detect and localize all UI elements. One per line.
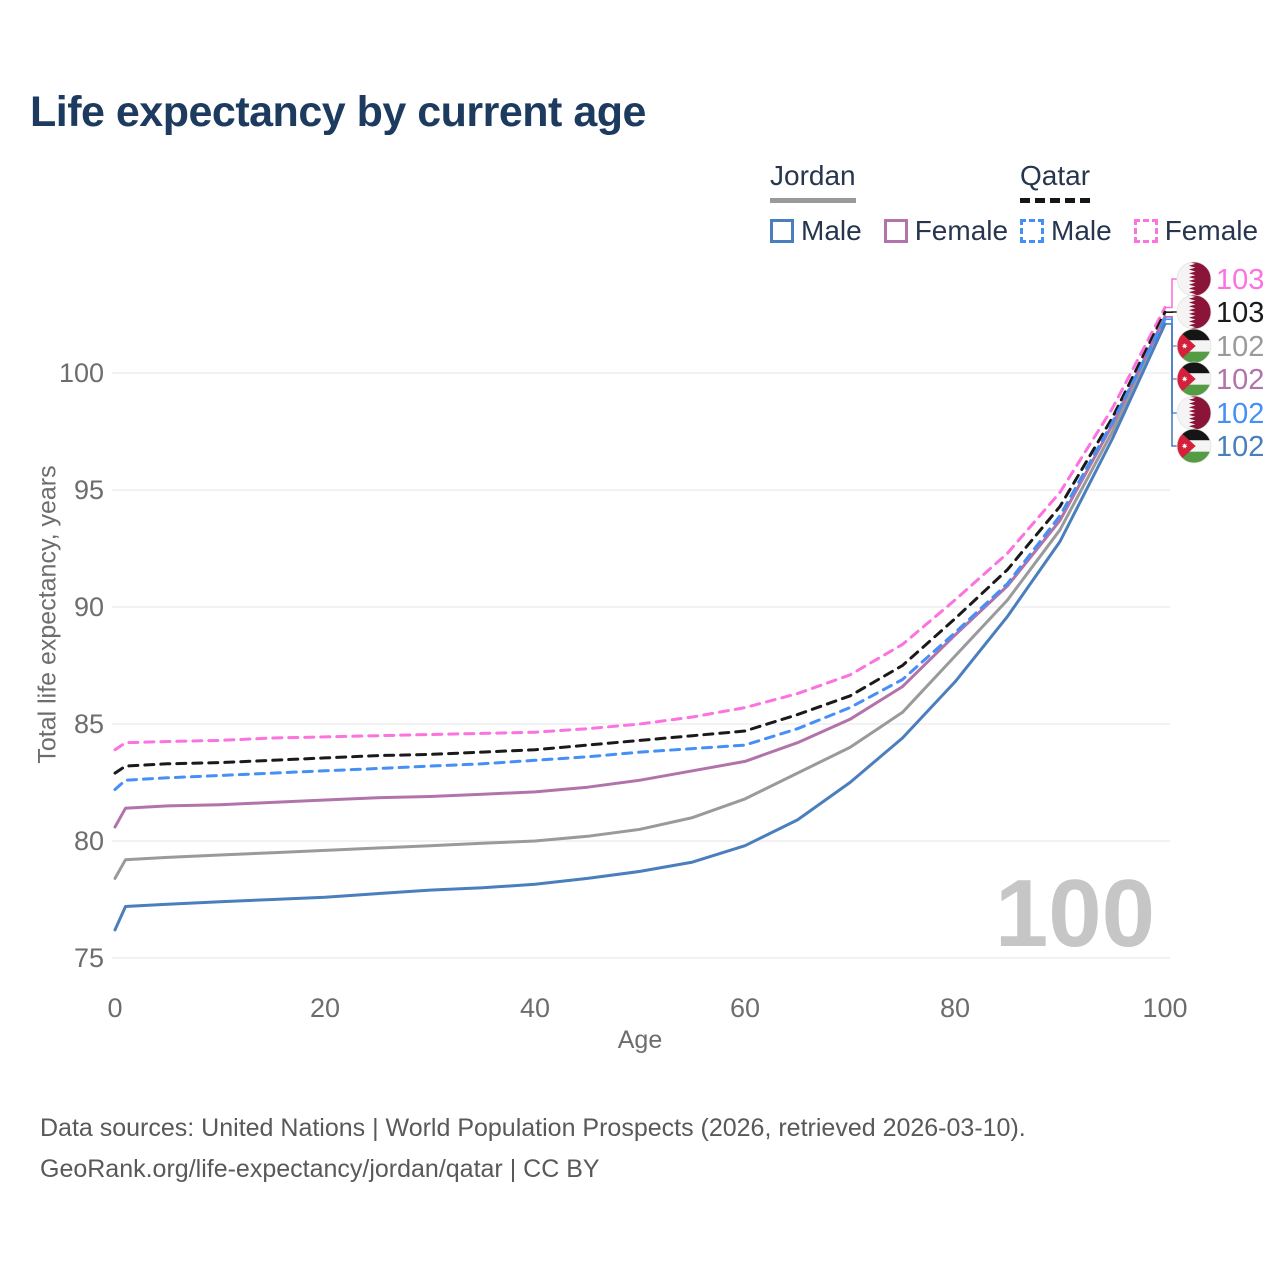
legend-row-qatar: Male Female	[1020, 215, 1258, 247]
flag-icon-jordan	[1176, 361, 1212, 397]
series-line-qatar-male[interactable]	[113, 317, 1167, 791]
flag-icon-jordan	[1176, 328, 1212, 364]
end-label-connector	[1166, 323, 1177, 447]
flag-art	[1177, 295, 1211, 329]
flag-ring	[1176, 428, 1212, 464]
legend-country-qatar: Qatar	[1020, 160, 1091, 203]
x-tick-label-0: 0	[107, 993, 122, 1023]
x-tick-label-80: 80	[940, 993, 970, 1023]
end-label-value: 102	[1216, 398, 1264, 430]
series-line-jordan-female[interactable]	[113, 315, 1167, 829]
legend-item-qatar-female[interactable]: Female	[1133, 215, 1259, 247]
x-tick-label-60: 60	[730, 993, 760, 1023]
age-counter-watermark: 100	[994, 860, 1155, 967]
flag-art	[1177, 362, 1211, 396]
end-label-value: 102	[1216, 431, 1264, 463]
series-line-jordan-both-sexes[interactable]	[113, 315, 1167, 880]
qatar-serrated-band	[1177, 396, 1196, 430]
jordan-green-stripe	[1177, 351, 1211, 363]
footer-data-sources: Data sources: United Nations | World Pop…	[40, 1114, 1026, 1142]
qatar-serrated-band	[1177, 295, 1196, 329]
legend-item-qatar-male[interactable]: Male	[1020, 215, 1112, 247]
legend-group-jordan: Jordan Male Female	[770, 160, 1008, 247]
x-tick-label-20: 20	[310, 993, 340, 1023]
qatar-serrated-band	[1177, 262, 1196, 296]
flag-art	[1177, 396, 1211, 430]
end-label-value: 102	[1216, 331, 1264, 363]
series-line-qatar-female[interactable]	[113, 306, 1167, 752]
x-tick-label-100: 100	[1142, 993, 1187, 1023]
legend-label-qatar-male: Male	[1051, 215, 1112, 246]
jordan-male-swatch-icon	[770, 219, 794, 243]
legend-item-jordan-male[interactable]: Male	[770, 215, 862, 247]
flag-icon-jordan	[1176, 428, 1212, 464]
qatar-male-swatch-icon	[1020, 219, 1044, 243]
flag-art	[1177, 329, 1211, 363]
flag-art	[1177, 262, 1211, 296]
legend-group-qatar: Qatar Male Female	[1020, 160, 1258, 247]
legend-row-jordan: Male Female	[770, 215, 1008, 247]
legend-label-jordan-female: Female	[914, 215, 1009, 246]
flag-icon-qatar	[1176, 261, 1212, 297]
flag-icon-qatar	[1176, 395, 1212, 431]
end-label-value: 103	[1216, 264, 1264, 296]
jordan-star	[1181, 375, 1188, 382]
legend-item-jordan-female[interactable]: Female	[883, 215, 1009, 247]
legend-label-qatar-female: Female	[1164, 215, 1259, 246]
series-line-qatar-both-sexes[interactable]	[113, 310, 1167, 775]
end-label-value: 103	[1216, 297, 1264, 329]
y-tick-label-90: 90	[74, 592, 104, 622]
x-axis-title: Age	[617, 1026, 663, 1054]
legend-label-jordan-male: Male	[801, 215, 862, 246]
flag-icon-qatar	[1176, 294, 1212, 330]
y-tick-label-85: 85	[74, 709, 104, 739]
series-line-jordan-male[interactable]	[113, 322, 1167, 932]
y-tick-label-80: 80	[74, 826, 104, 856]
footer-attribution: GeoRank.org/life-expectancy/jordan/qatar…	[40, 1155, 600, 1183]
flag-art	[1177, 429, 1211, 463]
legend-country-jordan: Jordan	[770, 160, 856, 203]
jordan-star	[1181, 342, 1188, 349]
page-title: Life expectancy by current age	[30, 88, 646, 136]
jordan-green-stripe	[1177, 451, 1211, 463]
x-tick-label-40: 40	[520, 993, 550, 1023]
y-tick-label-100: 100	[59, 358, 104, 388]
y-tick-label-75: 75	[74, 943, 104, 973]
end-label-value: 102	[1216, 364, 1264, 396]
end-label-connector	[1166, 278, 1177, 309]
jordan-black-stripe	[1177, 429, 1211, 441]
jordan-female-swatch-icon	[883, 219, 908, 243]
footer: Data sources: United Nations | World Pop…	[40, 1108, 1240, 1190]
jordan-green-stripe	[1177, 384, 1211, 396]
y-tick-label-95: 95	[74, 475, 104, 505]
jordan-black-stripe	[1177, 329, 1211, 341]
jordan-black-stripe	[1177, 362, 1211, 374]
jordan-star	[1181, 442, 1188, 449]
qatar-female-swatch-icon	[1133, 219, 1158, 243]
